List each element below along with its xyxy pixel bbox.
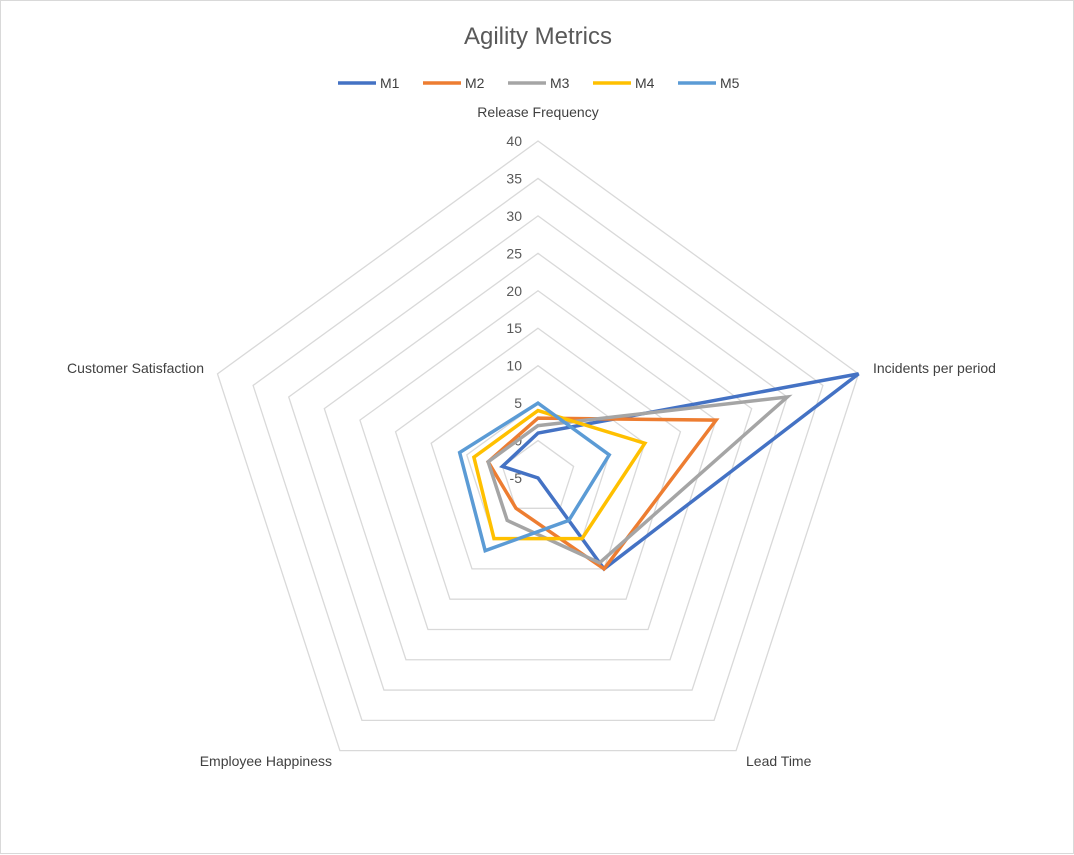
- legend-label: M2: [465, 75, 485, 91]
- tick-label: 25: [506, 245, 522, 261]
- legend-label: M3: [550, 75, 570, 91]
- grid-rings: [216, 140, 860, 752]
- tick-label: 20: [506, 283, 522, 299]
- grid-ring: [394, 327, 682, 600]
- tick-label: 15: [506, 320, 522, 336]
- grid-ring: [287, 215, 789, 691]
- legend-item-m4: M4: [593, 75, 655, 91]
- legend-label: M4: [635, 75, 655, 91]
- category-label: Customer Satisfaction: [67, 360, 204, 376]
- grid-ring: [430, 364, 646, 570]
- series-line-m5: [457, 400, 612, 554]
- tick-label: 30: [506, 208, 522, 224]
- tick-label: 40: [506, 133, 522, 149]
- series-line-m4: [471, 408, 648, 541]
- legend-label: M1: [380, 75, 400, 91]
- legend-item-m2: M2: [423, 75, 485, 91]
- tick-label: -5: [510, 470, 523, 486]
- category-label: Incidents per period: [873, 360, 996, 376]
- legend-label: M5: [720, 75, 740, 91]
- series-line-m1: [499, 372, 860, 572]
- category-label: Lead Time: [746, 753, 812, 769]
- legend-item-m5: M5: [678, 75, 740, 91]
- legend-item-m3: M3: [508, 75, 570, 91]
- tick-label: 10: [506, 358, 522, 374]
- chart-title: Agility Metrics: [464, 23, 612, 50]
- legend: M1 M2 M3 M4 M5: [338, 75, 740, 91]
- category-label: Employee Happiness: [200, 753, 332, 769]
- legend-item-m1: M1: [338, 75, 400, 91]
- series-line-m3: [486, 394, 793, 565]
- series-line-m2: [485, 416, 720, 572]
- grid-ring: [216, 140, 860, 752]
- tick-label: 35: [506, 170, 522, 186]
- category-label: Release Frequency: [477, 104, 598, 120]
- series-lines: [457, 372, 860, 572]
- grid-ring: [252, 177, 824, 721]
- category-labels: Release Frequency Incidents per period Lea…: [67, 104, 996, 769]
- tick-label: 5: [514, 395, 522, 411]
- grid-ring: [323, 252, 753, 661]
- grid-ring: [359, 289, 717, 631]
